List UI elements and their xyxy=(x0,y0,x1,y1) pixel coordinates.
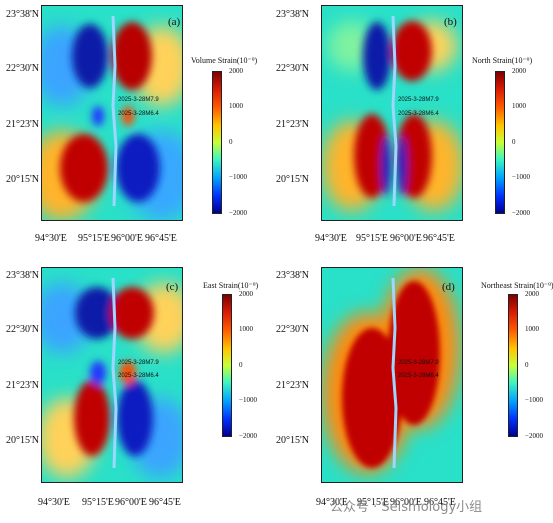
lat-label: 21°23'N xyxy=(276,380,310,391)
lon-label: 96°45'E xyxy=(423,233,455,244)
lat-label: 20°15'N xyxy=(276,435,310,446)
lon-label: 96°45'E xyxy=(145,233,177,244)
earthquake-label: 2025-3-28M6.4 xyxy=(398,373,439,379)
colorbar-tick: 2000 xyxy=(229,67,243,75)
lon-label: 94°30'E xyxy=(316,497,348,508)
earthquake-label: 2025-3-28M6.4 xyxy=(118,111,159,117)
colorbar-tick: 0 xyxy=(512,138,516,146)
earthquake-label: 2025-3-28M6.4 xyxy=(398,111,439,117)
lat-label: 22°30'N xyxy=(6,63,40,74)
lon-label: 96°00'E xyxy=(111,233,143,244)
colorbar-tick: 1000 xyxy=(512,102,526,110)
lat-label: 21°23'N xyxy=(276,119,310,130)
lat-label: 22°30'N xyxy=(276,324,310,335)
colorbar-tick: −1000 xyxy=(512,173,530,181)
colorbar-tick: 0 xyxy=(229,138,233,146)
lat-label: 23°38'N xyxy=(6,270,40,281)
earthquake-label: 2025-3-28M7.9 xyxy=(118,360,159,366)
earthquake-label: 2025-3-28M6.4 xyxy=(118,373,159,379)
lon-label: 94°30'E xyxy=(315,233,347,244)
lon-label: 94°30'E xyxy=(35,233,67,244)
panel-label: (d) xyxy=(442,281,455,293)
lon-label: 96°45'E xyxy=(149,497,181,508)
panel-north-strain: 23°38'N 22°30'N 21°23'N 20°15'N xyxy=(276,0,553,258)
colorbar-tick: 2000 xyxy=(239,290,253,298)
colorbar-tick: −1000 xyxy=(525,396,543,404)
colorbar-title: Northeast Strain(10⁻⁹) xyxy=(481,281,553,290)
colorbar-tick: 1000 xyxy=(229,102,243,110)
colorbar-tick: −2000 xyxy=(229,209,247,217)
panel-east-strain: 23°38'N 22°30'N 21°23'N 20°15'N xyxy=(0,261,276,523)
colorbar-title: Volume Strain(10⁻⁹) xyxy=(191,56,258,65)
lat-label: 23°38'N xyxy=(276,270,310,281)
colorbar-tick: 0 xyxy=(525,361,529,369)
panel-volume-strain: 23°38'N 22°30'N 21°23'N 20°15'N xyxy=(0,0,276,258)
panel-label: (a) xyxy=(168,16,181,28)
lon-label: 95°15'E xyxy=(82,497,114,508)
strain-map xyxy=(321,5,463,221)
lon-label: 96°00'E xyxy=(390,233,422,244)
strain-map xyxy=(41,267,183,483)
strain-map xyxy=(41,5,183,221)
earthquake-label: 2025-3-28M7.9 xyxy=(398,360,439,366)
strain-map xyxy=(321,267,463,483)
colorbar xyxy=(222,294,232,437)
panel-label: (b) xyxy=(444,16,457,28)
earthquake-label: 2025-3-28M7.9 xyxy=(118,97,159,103)
lat-label: 21°23'N xyxy=(6,119,40,130)
colorbar-tick: 1000 xyxy=(525,325,539,333)
colorbar-tick: −2000 xyxy=(512,209,530,217)
lon-label: 95°15'E xyxy=(356,233,388,244)
colorbar-title: East Strain(10⁻⁹) xyxy=(203,281,259,290)
colorbar xyxy=(495,71,505,214)
watermark: 公众号 · Seismology小组 xyxy=(330,500,483,515)
lat-label: 20°15'N xyxy=(6,174,40,185)
colorbar-tick: −2000 xyxy=(239,432,257,440)
lon-label: 96°45'E xyxy=(424,497,456,508)
earthquake-label: 2025-3-28M7.9 xyxy=(398,97,439,103)
lon-label: 95°15'E xyxy=(357,497,389,508)
colorbar-title: North Strain(10⁻⁹) xyxy=(472,56,533,65)
colorbar-tick: −1000 xyxy=(239,396,257,404)
lat-label: 21°23'N xyxy=(6,380,40,391)
colorbar xyxy=(508,294,518,437)
colorbar-tick: 2000 xyxy=(525,290,539,298)
colorbar-tick: −2000 xyxy=(525,432,543,440)
colorbar xyxy=(212,71,222,214)
lon-label: 96°00'E xyxy=(390,497,422,508)
lat-label: 23°38'N xyxy=(276,9,310,20)
colorbar-tick: −1000 xyxy=(229,173,247,181)
lat-label: 20°15'N xyxy=(6,435,40,446)
colorbar-tick: 1000 xyxy=(239,325,253,333)
colorbar-tick: 0 xyxy=(239,361,243,369)
lon-label: 94°30'E xyxy=(38,497,70,508)
lon-label: 96°00'E xyxy=(115,497,147,508)
lat-label: 22°30'N xyxy=(276,63,310,74)
colorbar-tick: 2000 xyxy=(512,67,526,75)
lat-label: 22°30'N xyxy=(6,324,40,335)
lat-label: 20°15'N xyxy=(276,174,310,185)
panel-label: (c) xyxy=(166,281,179,293)
lat-label: 23°38'N xyxy=(6,9,40,20)
panel-northeast-strain: 23°38'N 22°30'N 21°23'N 20°15'N (d) 2025… xyxy=(276,261,553,523)
lon-label: 95°15'E xyxy=(78,233,110,244)
